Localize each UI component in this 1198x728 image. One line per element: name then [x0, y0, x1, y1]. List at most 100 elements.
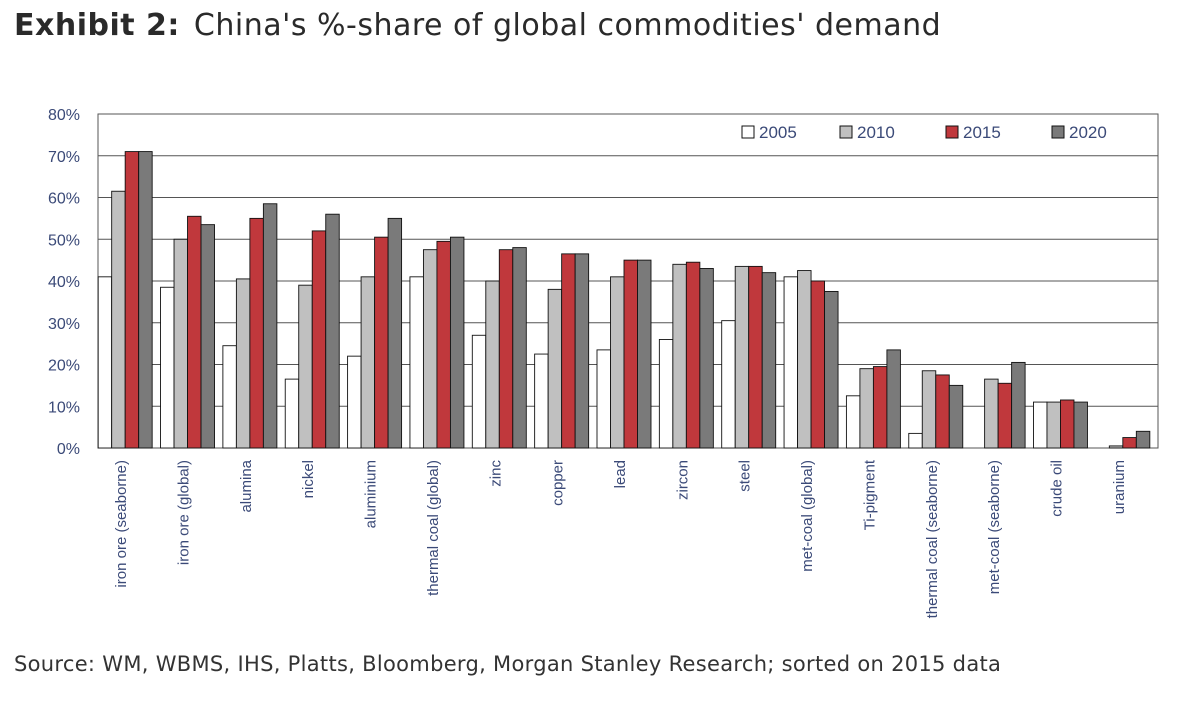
bar — [187, 215, 202, 449]
x-tick-label: met-coal (global) — [799, 460, 816, 572]
bar — [235, 278, 251, 449]
x-tick-label: iron ore (seaborne) — [113, 460, 130, 588]
bar — [1135, 430, 1151, 449]
legend-label: 2020 — [1069, 123, 1107, 142]
x-tick-label: steel — [737, 460, 754, 492]
bar — [222, 345, 237, 449]
bar — [921, 370, 937, 449]
x-tick-label: met-coal (seaborne) — [986, 460, 1003, 594]
bar — [387, 217, 403, 449]
bar — [485, 280, 500, 449]
bar — [1122, 437, 1137, 449]
bar — [1011, 361, 1026, 449]
bar — [1033, 401, 1048, 449]
bar — [658, 338, 674, 449]
bar — [734, 265, 750, 449]
x-tick-label: zircon — [674, 460, 691, 500]
bar — [347, 355, 362, 449]
bar — [547, 288, 563, 449]
y-tick-label: 60% — [48, 191, 80, 208]
bar — [748, 265, 763, 449]
x-tick-label: lead — [612, 460, 629, 488]
x-tick-label: crude oil — [1048, 460, 1065, 517]
bar — [512, 247, 527, 449]
bar — [97, 276, 113, 449]
legend-label: 2005 — [759, 123, 797, 142]
y-tick-label: 70% — [48, 149, 80, 166]
bar — [249, 217, 264, 449]
bar — [124, 151, 140, 449]
bar — [859, 368, 874, 449]
bar — [797, 270, 812, 449]
bar — [200, 224, 215, 449]
y-tick-label: 30% — [48, 316, 80, 333]
bar — [997, 382, 1013, 449]
bar — [360, 276, 376, 449]
x-tick-label: nickel — [300, 460, 317, 498]
bar — [298, 284, 313, 449]
bar — [699, 268, 714, 449]
bar — [1108, 445, 1124, 449]
exhibit-label: Exhibit 2: — [14, 8, 180, 43]
bar — [534, 353, 549, 449]
bar — [810, 280, 826, 449]
bar — [761, 272, 777, 449]
bar — [111, 190, 126, 449]
bar — [872, 366, 888, 449]
bar — [1046, 401, 1061, 449]
source-note: Source: WM, WBMS, IHS, Platts, Bloomberg… — [14, 652, 1002, 676]
y-tick-label: 10% — [48, 399, 80, 416]
bar — [637, 259, 652, 449]
bar — [498, 249, 514, 449]
x-tick-label: aluminium — [363, 460, 380, 528]
y-tick-label: 40% — [48, 274, 80, 291]
bar — [984, 378, 999, 449]
x-tick-label: uranium — [1111, 460, 1128, 514]
legend-label: 2015 — [963, 123, 1001, 142]
x-tick-label: zinc — [487, 460, 504, 487]
legend-swatch — [945, 125, 959, 139]
bar — [596, 349, 611, 449]
bar — [374, 236, 389, 449]
bar — [935, 374, 950, 449]
bar — [685, 261, 701, 449]
y-tick-label: 0% — [57, 441, 80, 458]
bar — [1073, 401, 1088, 449]
bar — [886, 349, 901, 449]
bar — [908, 432, 923, 449]
x-tick-label: copper — [550, 460, 567, 506]
bar — [783, 276, 799, 449]
chart-title: Exhibit 2: China's %-share of global comm… — [14, 6, 1184, 46]
bar — [824, 290, 839, 449]
bar — [436, 240, 451, 449]
bar — [471, 334, 487, 449]
legend-swatch — [741, 125, 755, 139]
title-text: China's %-share of global commodities' d… — [193, 8, 942, 43]
bar — [449, 236, 465, 449]
bar — [325, 213, 340, 449]
x-tick-label: alumina — [238, 459, 255, 512]
x-tick-label: iron ore (global) — [176, 460, 193, 565]
x-tick-label: thermal coal (global) — [425, 460, 442, 596]
bar — [610, 276, 625, 449]
bar — [1060, 399, 1075, 449]
y-tick-label: 50% — [48, 232, 80, 249]
legend-swatch — [839, 125, 853, 139]
bar — [721, 320, 736, 449]
y-tick-label: 80% — [48, 107, 80, 124]
bar-chart: 0% 10% 20% 30% 40% 50% 60% 70% 80% iron ore (seab… — [48, 107, 1159, 618]
bar — [173, 238, 188, 449]
x-tick-label: thermal coal (seaborne) — [924, 460, 941, 618]
bar — [845, 395, 861, 449]
bar — [409, 276, 424, 449]
bar — [284, 378, 300, 449]
bar — [422, 249, 438, 449]
bar — [623, 259, 638, 449]
bar — [160, 286, 175, 449]
legend-label: 2010 — [857, 123, 895, 142]
bar — [672, 263, 687, 449]
bar — [311, 230, 327, 449]
bar — [138, 151, 153, 449]
bar — [262, 203, 278, 449]
legend-swatch — [1051, 125, 1065, 139]
